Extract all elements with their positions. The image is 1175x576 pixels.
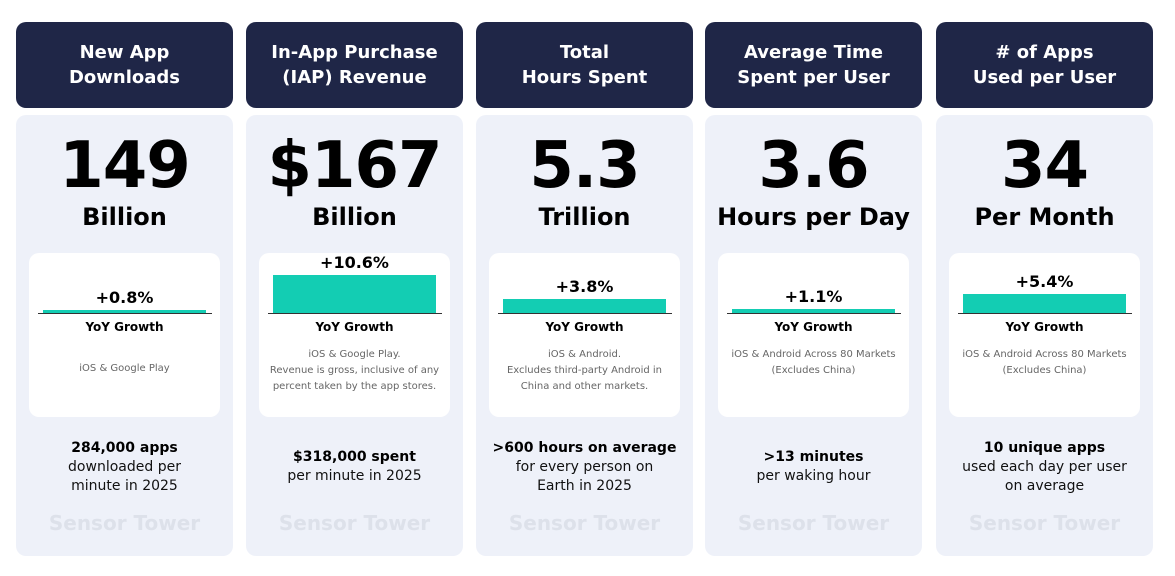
value-unit: Trillion [538,203,631,231]
big-value: $167 [267,129,442,203]
card-title: Used per User [972,67,1117,88]
big-value: 34 [1000,129,1089,203]
value-unit: Per Month [974,203,1115,231]
note: (Excludes China) [1002,365,1087,376]
card-header: # of Apps Used per User [936,22,1153,108]
growth-caption: YoY Growth [545,320,624,334]
growth-box: +10.6% YoY Growth iOS & Google Play. Revenu… [259,253,450,417]
card: 34 Per Month +5.4% YoY Growth iOS & Android … [936,115,1153,556]
footer-bold: 284,000 apps [71,439,178,456]
big-value: 149 [59,129,191,203]
baseline [958,313,1132,314]
baseline [727,313,901,314]
note: China and other markets. [520,381,649,392]
card-title: Spent per User [737,67,890,88]
growth-caption: YoY Growth [85,320,164,334]
footer: for every person on [515,458,654,475]
footer: per minute in 2025 [287,468,422,484]
growth-box: +0.8% YoY Growth iOS & Google Play [29,253,220,417]
card-header: Average Time Spent per User [705,22,922,108]
watermark: Sensor Tower [48,511,201,535]
note: iOS & Android. [548,349,621,360]
card-header: Total Hours Spent [476,22,693,108]
card: 3.6 Hours per Day +1.1% YoY Growth iOS & And… [705,115,922,556]
card-title: Total [559,42,610,63]
card: 149 Billion +0.8% YoY Growth iOS & Google Pl… [16,115,233,556]
card-title: Average Time [743,42,884,63]
growth-box: +1.1% YoY Growth iOS & Android Across 80 M… [718,253,909,417]
growth-label: +1.1% [784,287,843,307]
watermark: Sensor Tower [508,511,661,535]
growth-caption: YoY Growth [315,320,394,334]
footer: minute in 2025 [71,477,178,494]
value-unit: Billion [82,203,167,231]
growth-bar [732,309,895,313]
baseline [498,313,672,314]
card-title: New App [79,42,170,63]
card-title: Hours Spent [521,67,648,88]
note: Revenue is gross, inclusive of any [269,365,440,376]
watermark: Sensor Tower [278,511,431,535]
card-title: In-App Purchase [271,42,438,63]
footer: used each day per user [962,458,1127,475]
card-title: Downloads [68,67,181,88]
footer-bold: >13 minutes [763,449,864,465]
big-value: 3.6 [758,129,869,203]
footer: Earth in 2025 [537,477,632,494]
card: $167 Billion +10.6% YoY Growth iOS & Google … [246,115,463,556]
value-unit: Billion [312,203,397,231]
growth-box: +5.4% YoY Growth iOS & Android Across 80 M… [949,253,1140,417]
baseline [268,313,442,314]
card-header: New App Downloads [16,22,233,108]
note: Excludes third-party Android in [506,365,663,376]
watermark: Sensor Tower [737,511,890,535]
growth-bar [963,293,1126,313]
growth-bar [273,274,436,313]
growth-label: +3.8% [555,277,614,297]
footer-bold: 10 unique apps [983,439,1106,456]
growth-bar [503,299,666,313]
growth-bar [43,310,206,313]
baseline [38,313,212,314]
card-header: In-App Purchase (IAP) Revenue [246,22,463,108]
watermark: Sensor Tower [968,511,1121,535]
growth-label: +5.4% [1015,271,1074,291]
growth-caption: YoY Growth [1005,320,1084,334]
growth-label: +0.8% [95,288,154,308]
note: iOS & Google Play. [308,349,401,360]
growth-box: +3.8% YoY Growth iOS & Android. Excludes th… [489,253,680,417]
growth-caption: YoY Growth [774,320,853,334]
footer-bold: >600 hours on average [492,439,677,456]
card-title: (IAP) Revenue [282,67,427,88]
card: 5.3 Trillion +3.8% YoY Growth iOS & Android.… [476,115,693,556]
footer: per waking hour [756,468,871,484]
note: percent taken by the app stores. [272,381,437,392]
note: iOS & Android Across 80 Markets [962,349,1127,360]
footer: on average [1004,477,1085,494]
footer-bold: $318,000 spent [293,449,416,465]
footer: downloaded per [68,458,181,475]
note: (Excludes China) [771,365,856,376]
big-value: 5.3 [529,129,640,203]
card-title: # of Apps [995,42,1094,63]
value-unit: Hours per Day [717,203,910,231]
growth-label: +10.6% [320,252,389,272]
note: iOS & Android Across 80 Markets [731,349,896,360]
note: iOS & Google Play [79,363,170,374]
